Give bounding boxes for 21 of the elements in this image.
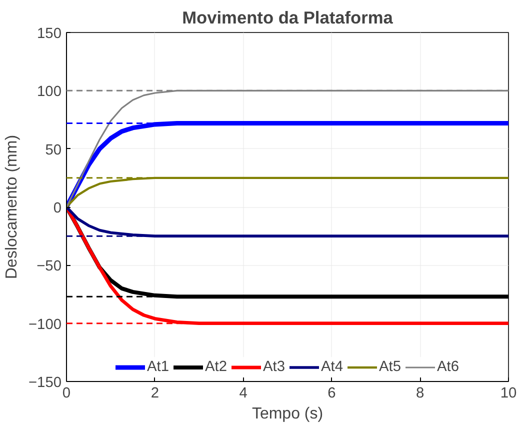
y-tick-label: −100 <box>28 316 62 333</box>
legend-label: At2 <box>205 359 227 375</box>
y-tick-label: 50 <box>45 142 62 158</box>
x-tick-label: 6 <box>328 386 336 402</box>
y-axis-title: Deslocamento (mm) <box>3 134 20 280</box>
legend-label: At1 <box>147 359 169 375</box>
y-tick-label: 0 <box>53 200 62 216</box>
y-tick-label: −50 <box>36 258 62 275</box>
y-tick-label: 100 <box>37 84 62 100</box>
legend-label: At5 <box>379 359 401 375</box>
x-tick-label: 8 <box>416 386 424 402</box>
legend-label: At3 <box>263 359 285 375</box>
chart-title: Movimento da Plataforma <box>182 8 394 28</box>
x-tick-label: 4 <box>239 386 248 402</box>
x-tick-label: 2 <box>150 386 159 402</box>
x-tick-label: 10 <box>500 386 517 402</box>
y-tick-label: 150 <box>37 26 62 42</box>
legend-label: At6 <box>437 359 459 375</box>
legend-label: At4 <box>321 359 343 375</box>
x-axis-title: Tempo (s) <box>252 406 324 422</box>
y-tick-label: −150 <box>28 375 62 391</box>
